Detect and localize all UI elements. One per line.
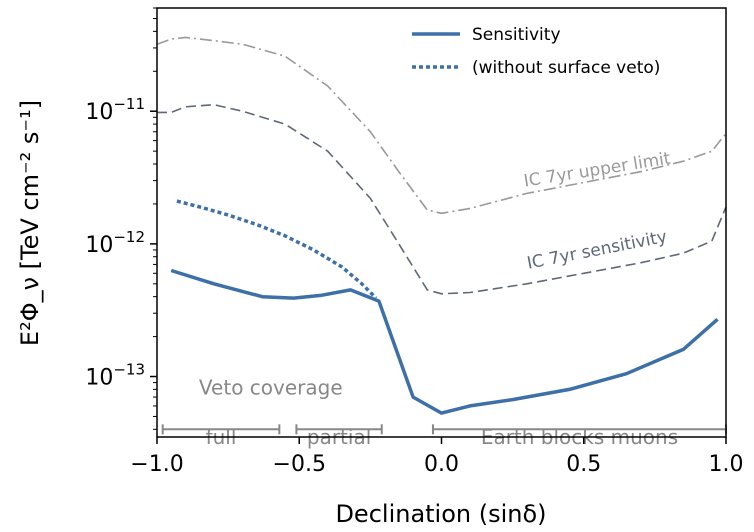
x-tick-label-4: 1.0 [709, 452, 744, 477]
legend-label-without-veto: (without surface veto) [472, 58, 660, 78]
y-tick-label-1: 10−12 [85, 228, 145, 258]
series-line-3 [157, 103, 726, 295]
x-tick-label-1: −0.5 [273, 452, 326, 477]
y-axis-label: E²Φ_ν [TeV cm⁻² s⁻¹] [16, 100, 44, 346]
series-line-1 [176, 199, 378, 300]
series-line-0 [170, 268, 719, 415]
axis-layer: −1.0 −0.5 0.0 0.5 1.0 10−13 10−12 10−11 [85, 7, 744, 477]
x-axis-label: Declination (sinδ) [335, 500, 546, 528]
veto-title: Veto coverage [199, 376, 343, 400]
x-tick-label-3: 0.5 [566, 452, 601, 477]
y-tick-label-2: 10−11 [85, 95, 145, 125]
curve-label-0: IC 7yr upper limit [522, 149, 672, 192]
legend: Sensitivity (without surface veto) [412, 25, 660, 78]
series-line-2 [157, 36, 726, 215]
x-tick-label-2: 0.0 [424, 452, 459, 477]
annotation-layer: IC 7yr upper limit IC 7yr sensitivity Veto… [161, 149, 727, 449]
y-tick-label-0: 10−13 [85, 361, 145, 391]
series-layer [157, 36, 726, 415]
x-tick-label-0: −1.0 [130, 452, 183, 477]
legend-label-sensitivity: Sensitivity [472, 25, 561, 45]
curve-label-1: IC 7yr sensitivity [525, 227, 668, 274]
